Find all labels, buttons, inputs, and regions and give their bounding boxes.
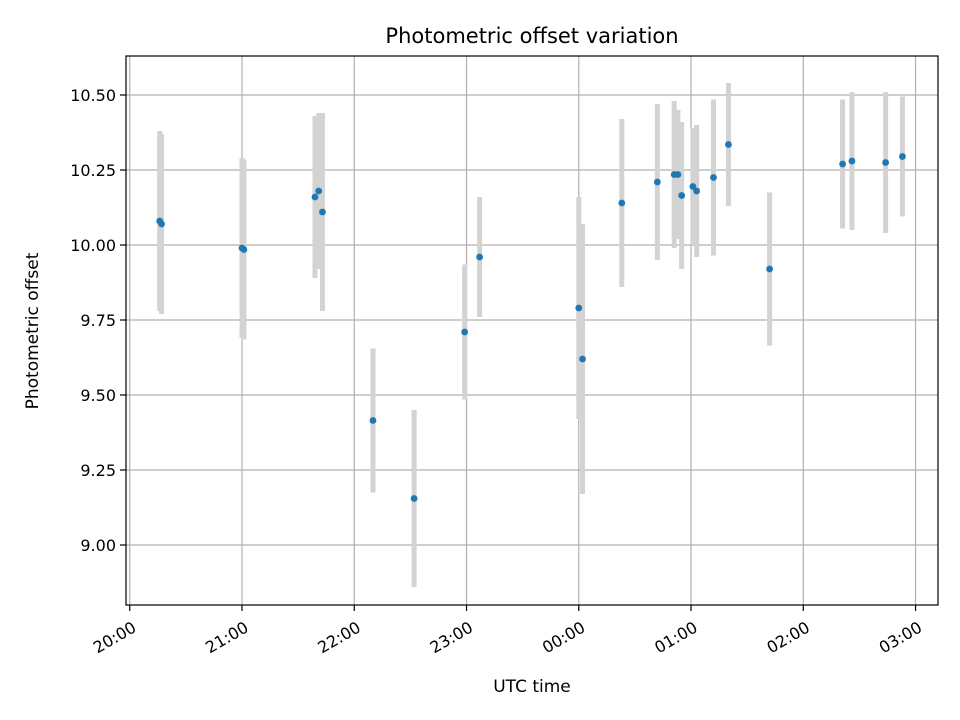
axis-ticks: 20:00 21:00 22:00 23:00 00:00 01:00 02:00 03:00…	[70, 86, 925, 657]
y-axis-label: Photometric offset	[23, 252, 43, 409]
data-point	[319, 208, 326, 216]
data-point	[693, 187, 701, 195]
data-point	[899, 153, 906, 160]
data-point	[369, 417, 377, 424]
data-point	[674, 171, 682, 178]
data-point	[315, 187, 323, 195]
y-tick-label: 9.00	[80, 536, 116, 555]
data-point	[725, 141, 732, 148]
data-point	[766, 265, 774, 273]
x-axis-label: UTC time	[493, 677, 571, 697]
data-point	[689, 183, 697, 190]
x-tick-label: 22:00	[314, 618, 363, 658]
y-tick-label: 9.25	[80, 461, 116, 480]
data-point	[882, 159, 890, 166]
data-point	[158, 220, 165, 228]
grid-lines	[126, 56, 938, 605]
x-tick-label: 21:00	[202, 618, 251, 658]
x-tick-label: 23:00	[427, 618, 476, 658]
chart-title: Photometric offset variation	[385, 24, 678, 48]
data-point	[839, 160, 846, 168]
plot-frame	[125, 55, 939, 606]
data-point	[848, 157, 856, 165]
y-tick-label: 10.25	[70, 161, 116, 180]
y-tick-label: 10.50	[70, 86, 116, 105]
data-point	[410, 495, 418, 502]
data-point	[710, 174, 717, 181]
data-point	[653, 178, 661, 186]
x-tick-label: 20:00	[90, 618, 139, 658]
x-tick-label: 02:00	[763, 618, 812, 658]
x-tick-label: 00:00	[539, 618, 588, 658]
data-points	[156, 141, 906, 502]
data-point	[476, 253, 484, 261]
y-tick-label: 9.75	[80, 311, 116, 330]
data-point	[461, 328, 469, 336]
data-point	[240, 246, 248, 253]
y-tick-label: 10.00	[70, 236, 116, 255]
data-point	[579, 355, 586, 363]
y-tick-label: 9.50	[80, 386, 116, 405]
x-tick-label: 01:00	[651, 618, 700, 658]
x-tick-label: 03:00	[876, 618, 925, 658]
data-point	[678, 192, 686, 199]
data-point	[618, 199, 626, 207]
data-point	[311, 193, 319, 201]
error-bars	[157, 83, 905, 587]
data-point	[575, 304, 583, 312]
